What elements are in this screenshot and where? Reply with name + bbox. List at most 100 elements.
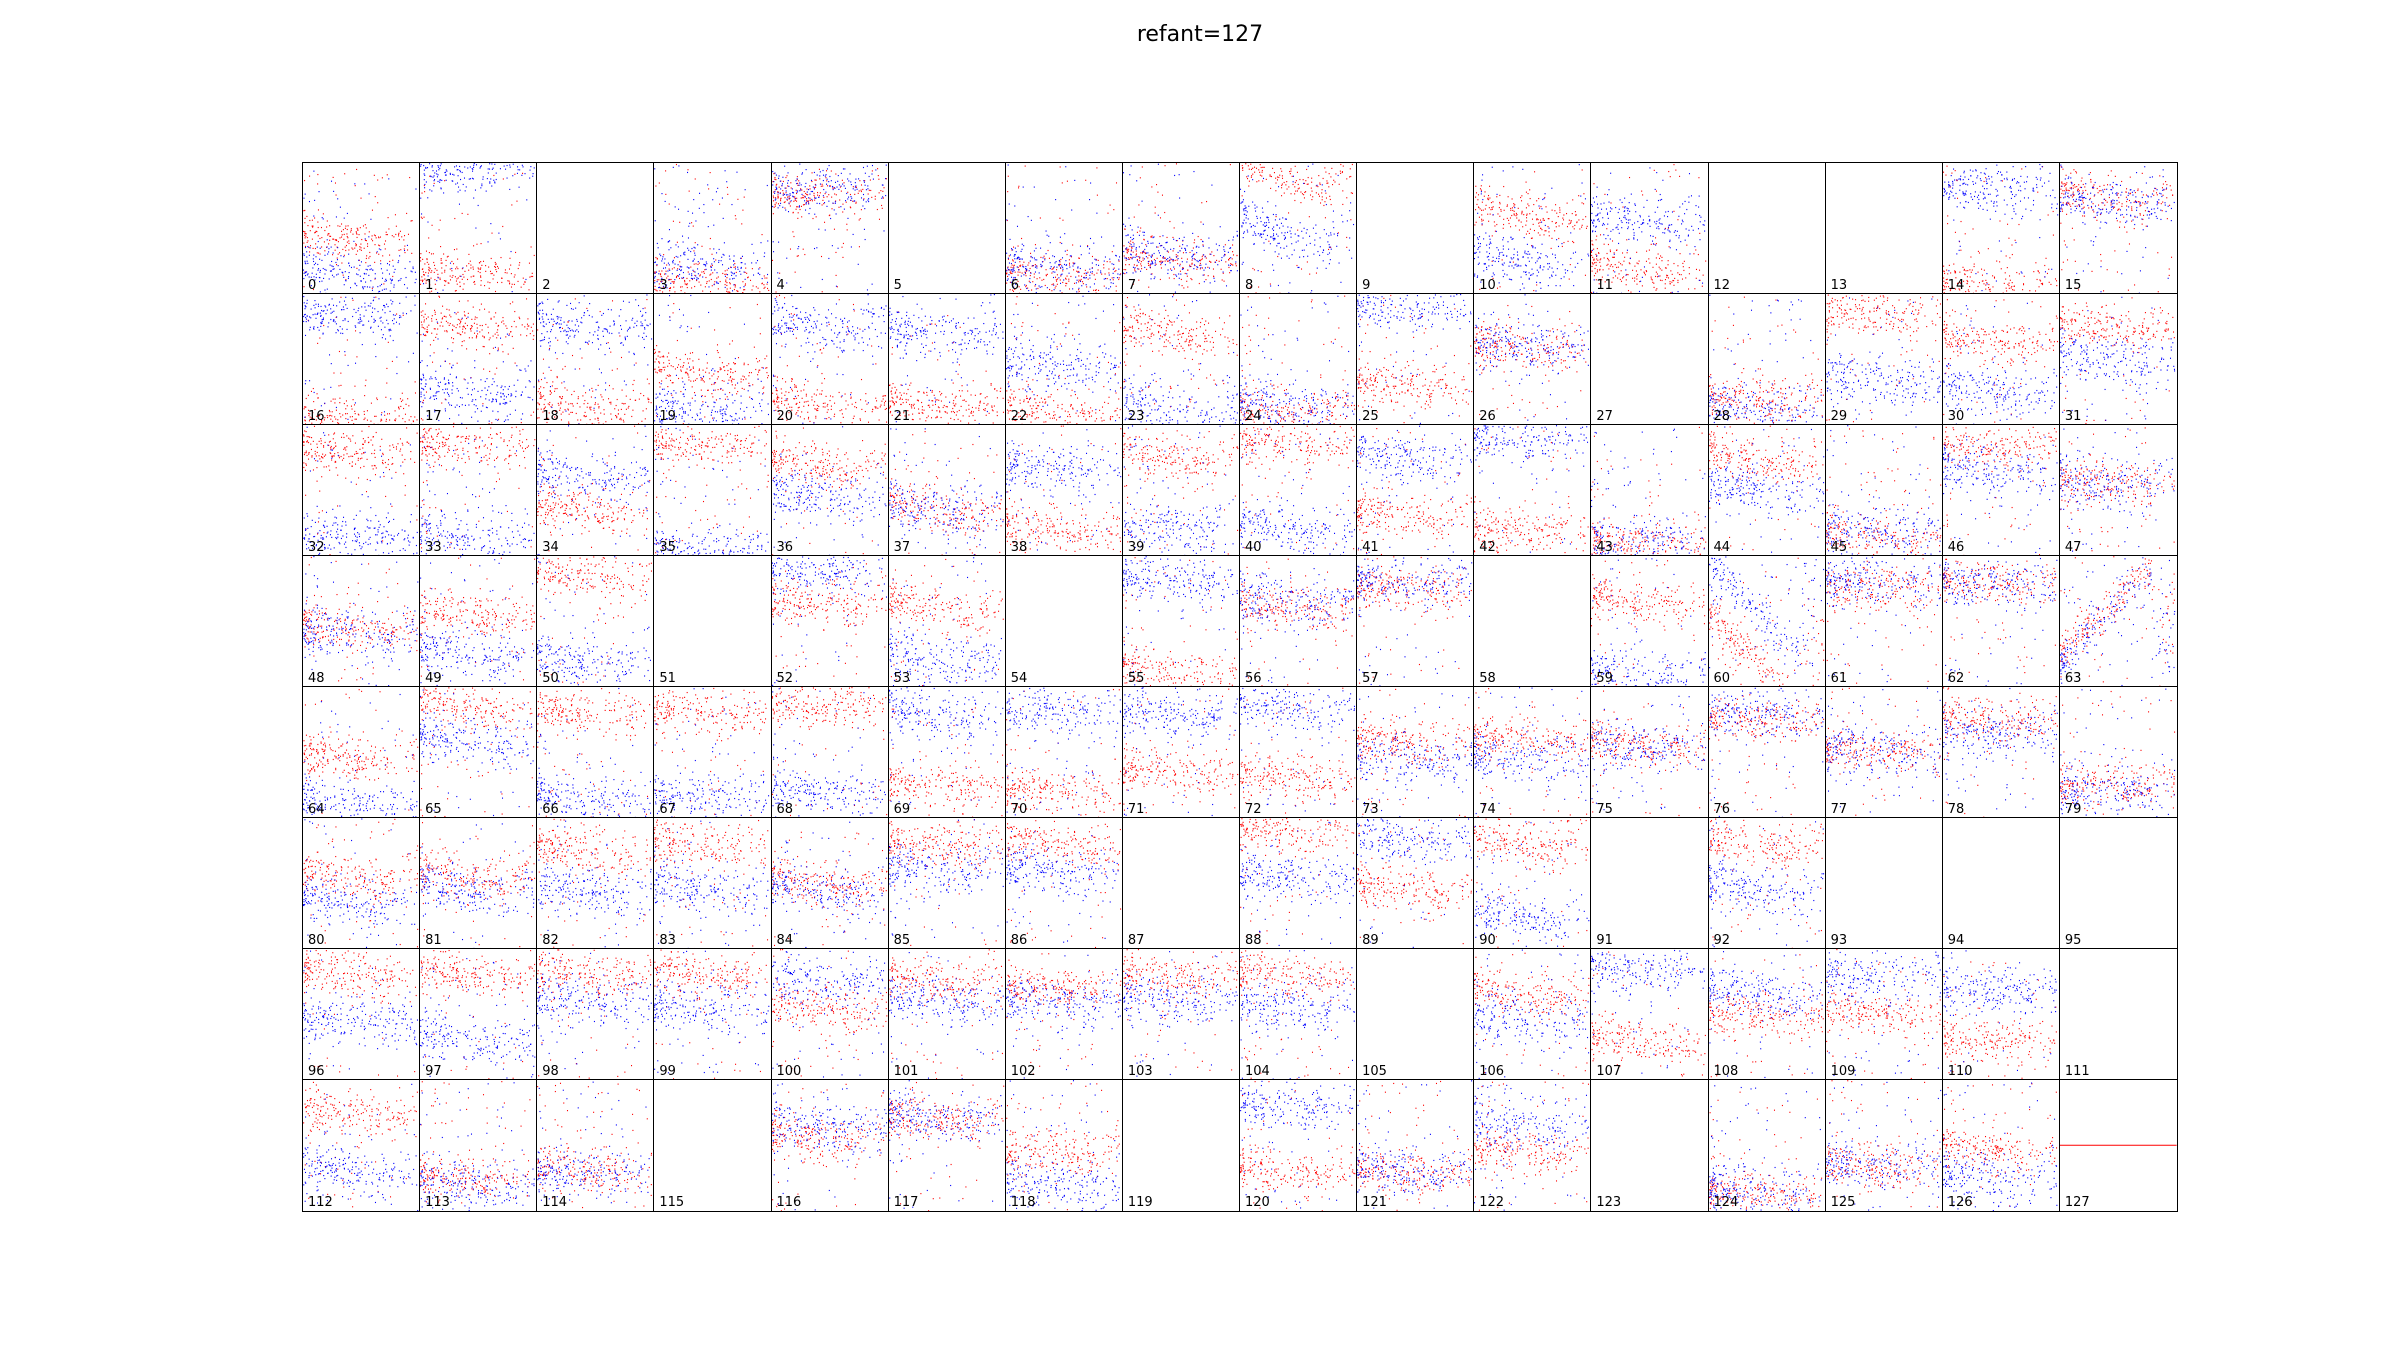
data-point bbox=[1051, 272, 1053, 274]
data-point bbox=[1573, 228, 1576, 230]
data-point bbox=[1489, 243, 1491, 245]
data-point bbox=[1054, 271, 1056, 273]
data-point bbox=[461, 212, 463, 215]
data-point bbox=[469, 260, 471, 262]
data-point bbox=[1179, 270, 1181, 272]
data-point bbox=[1285, 184, 1287, 186]
data-point bbox=[1115, 285, 1117, 287]
data-point bbox=[411, 271, 413, 273]
data-point bbox=[1640, 280, 1642, 282]
data-point bbox=[2035, 262, 2037, 264]
data-point bbox=[1024, 165, 1026, 167]
data-point bbox=[1157, 214, 1159, 216]
data-point bbox=[1007, 175, 1009, 177]
data-point bbox=[323, 324, 325, 327]
data-point bbox=[1350, 219, 1352, 221]
data-point bbox=[704, 272, 706, 274]
panel-9: 9 bbox=[1356, 162, 1475, 295]
data-point bbox=[453, 174, 455, 176]
data-point bbox=[827, 200, 829, 202]
data-point bbox=[1516, 212, 1518, 215]
data-point bbox=[795, 192, 797, 195]
data-point bbox=[2166, 197, 2168, 199]
data-point bbox=[366, 410, 368, 412]
data-point bbox=[1157, 163, 1159, 165]
data-point bbox=[771, 259, 773, 262]
data-point bbox=[1085, 272, 1088, 274]
data-point bbox=[706, 261, 708, 263]
data-point bbox=[843, 185, 845, 187]
data-point bbox=[386, 233, 388, 236]
data-point bbox=[1314, 244, 1316, 246]
data-point bbox=[1554, 210, 1556, 212]
data-point bbox=[1259, 174, 1261, 176]
data-point bbox=[1242, 222, 1244, 225]
data-point bbox=[1599, 283, 1601, 285]
data-point bbox=[1986, 283, 1988, 285]
data-point bbox=[1018, 258, 1020, 260]
data-point bbox=[364, 233, 366, 235]
data-point bbox=[1511, 238, 1513, 240]
data-point bbox=[1666, 274, 1668, 276]
data-point bbox=[1949, 190, 1951, 192]
data-point bbox=[862, 166, 864, 169]
data-point bbox=[2142, 256, 2144, 258]
data-point bbox=[1306, 244, 1308, 246]
data-point bbox=[1325, 171, 1327, 173]
data-point bbox=[397, 261, 399, 264]
data-point bbox=[1199, 264, 1201, 266]
data-point bbox=[1281, 187, 1283, 189]
data-point bbox=[2054, 278, 2056, 280]
data-point bbox=[1593, 219, 1595, 221]
data-point bbox=[1141, 200, 1143, 202]
data-point bbox=[1613, 277, 1615, 279]
data-point bbox=[1128, 264, 1130, 266]
data-point bbox=[681, 269, 683, 271]
data-point bbox=[2020, 271, 2022, 273]
data-point bbox=[785, 194, 787, 196]
data-point bbox=[1983, 269, 1985, 271]
data-point bbox=[1651, 243, 1653, 245]
data-point bbox=[1150, 278, 1152, 280]
data-point bbox=[1668, 277, 1670, 279]
data-point bbox=[1112, 279, 1114, 281]
data-point bbox=[2075, 172, 2077, 174]
data-point bbox=[525, 278, 527, 281]
data-point bbox=[1952, 168, 1954, 170]
data-point bbox=[1638, 263, 1640, 265]
data-point bbox=[1502, 264, 1504, 266]
data-point bbox=[867, 193, 869, 195]
data-point bbox=[1096, 167, 1098, 169]
data-point bbox=[1211, 251, 1213, 253]
data-point bbox=[700, 258, 702, 260]
data-point bbox=[2011, 193, 2013, 196]
panel-16-red-points bbox=[303, 296, 418, 425]
data-point bbox=[808, 197, 810, 199]
data-point bbox=[1298, 187, 1300, 189]
data-point bbox=[355, 244, 357, 246]
data-point bbox=[2151, 176, 2153, 178]
data-point bbox=[2066, 195, 2068, 197]
data-point bbox=[2050, 283, 2052, 286]
data-point bbox=[1182, 267, 1184, 269]
data-point bbox=[1016, 257, 1018, 259]
data-point bbox=[1949, 272, 1951, 274]
data-point bbox=[735, 268, 737, 270]
data-point bbox=[2156, 189, 2158, 191]
data-point bbox=[687, 247, 689, 249]
data-point bbox=[1145, 268, 1148, 271]
data-point bbox=[312, 258, 314, 260]
data-point bbox=[1629, 262, 1631, 264]
data-point bbox=[343, 256, 345, 258]
data-point bbox=[1288, 292, 1290, 294]
data-point bbox=[1068, 264, 1070, 266]
data-point bbox=[449, 173, 452, 176]
data-point bbox=[1066, 253, 1068, 256]
data-point bbox=[424, 183, 426, 186]
data-point bbox=[2129, 214, 2132, 216]
data-point bbox=[456, 169, 458, 171]
data-point bbox=[2082, 198, 2084, 200]
data-point bbox=[1349, 210, 1351, 212]
data-point bbox=[1592, 230, 1594, 232]
data-point bbox=[1607, 212, 1609, 214]
